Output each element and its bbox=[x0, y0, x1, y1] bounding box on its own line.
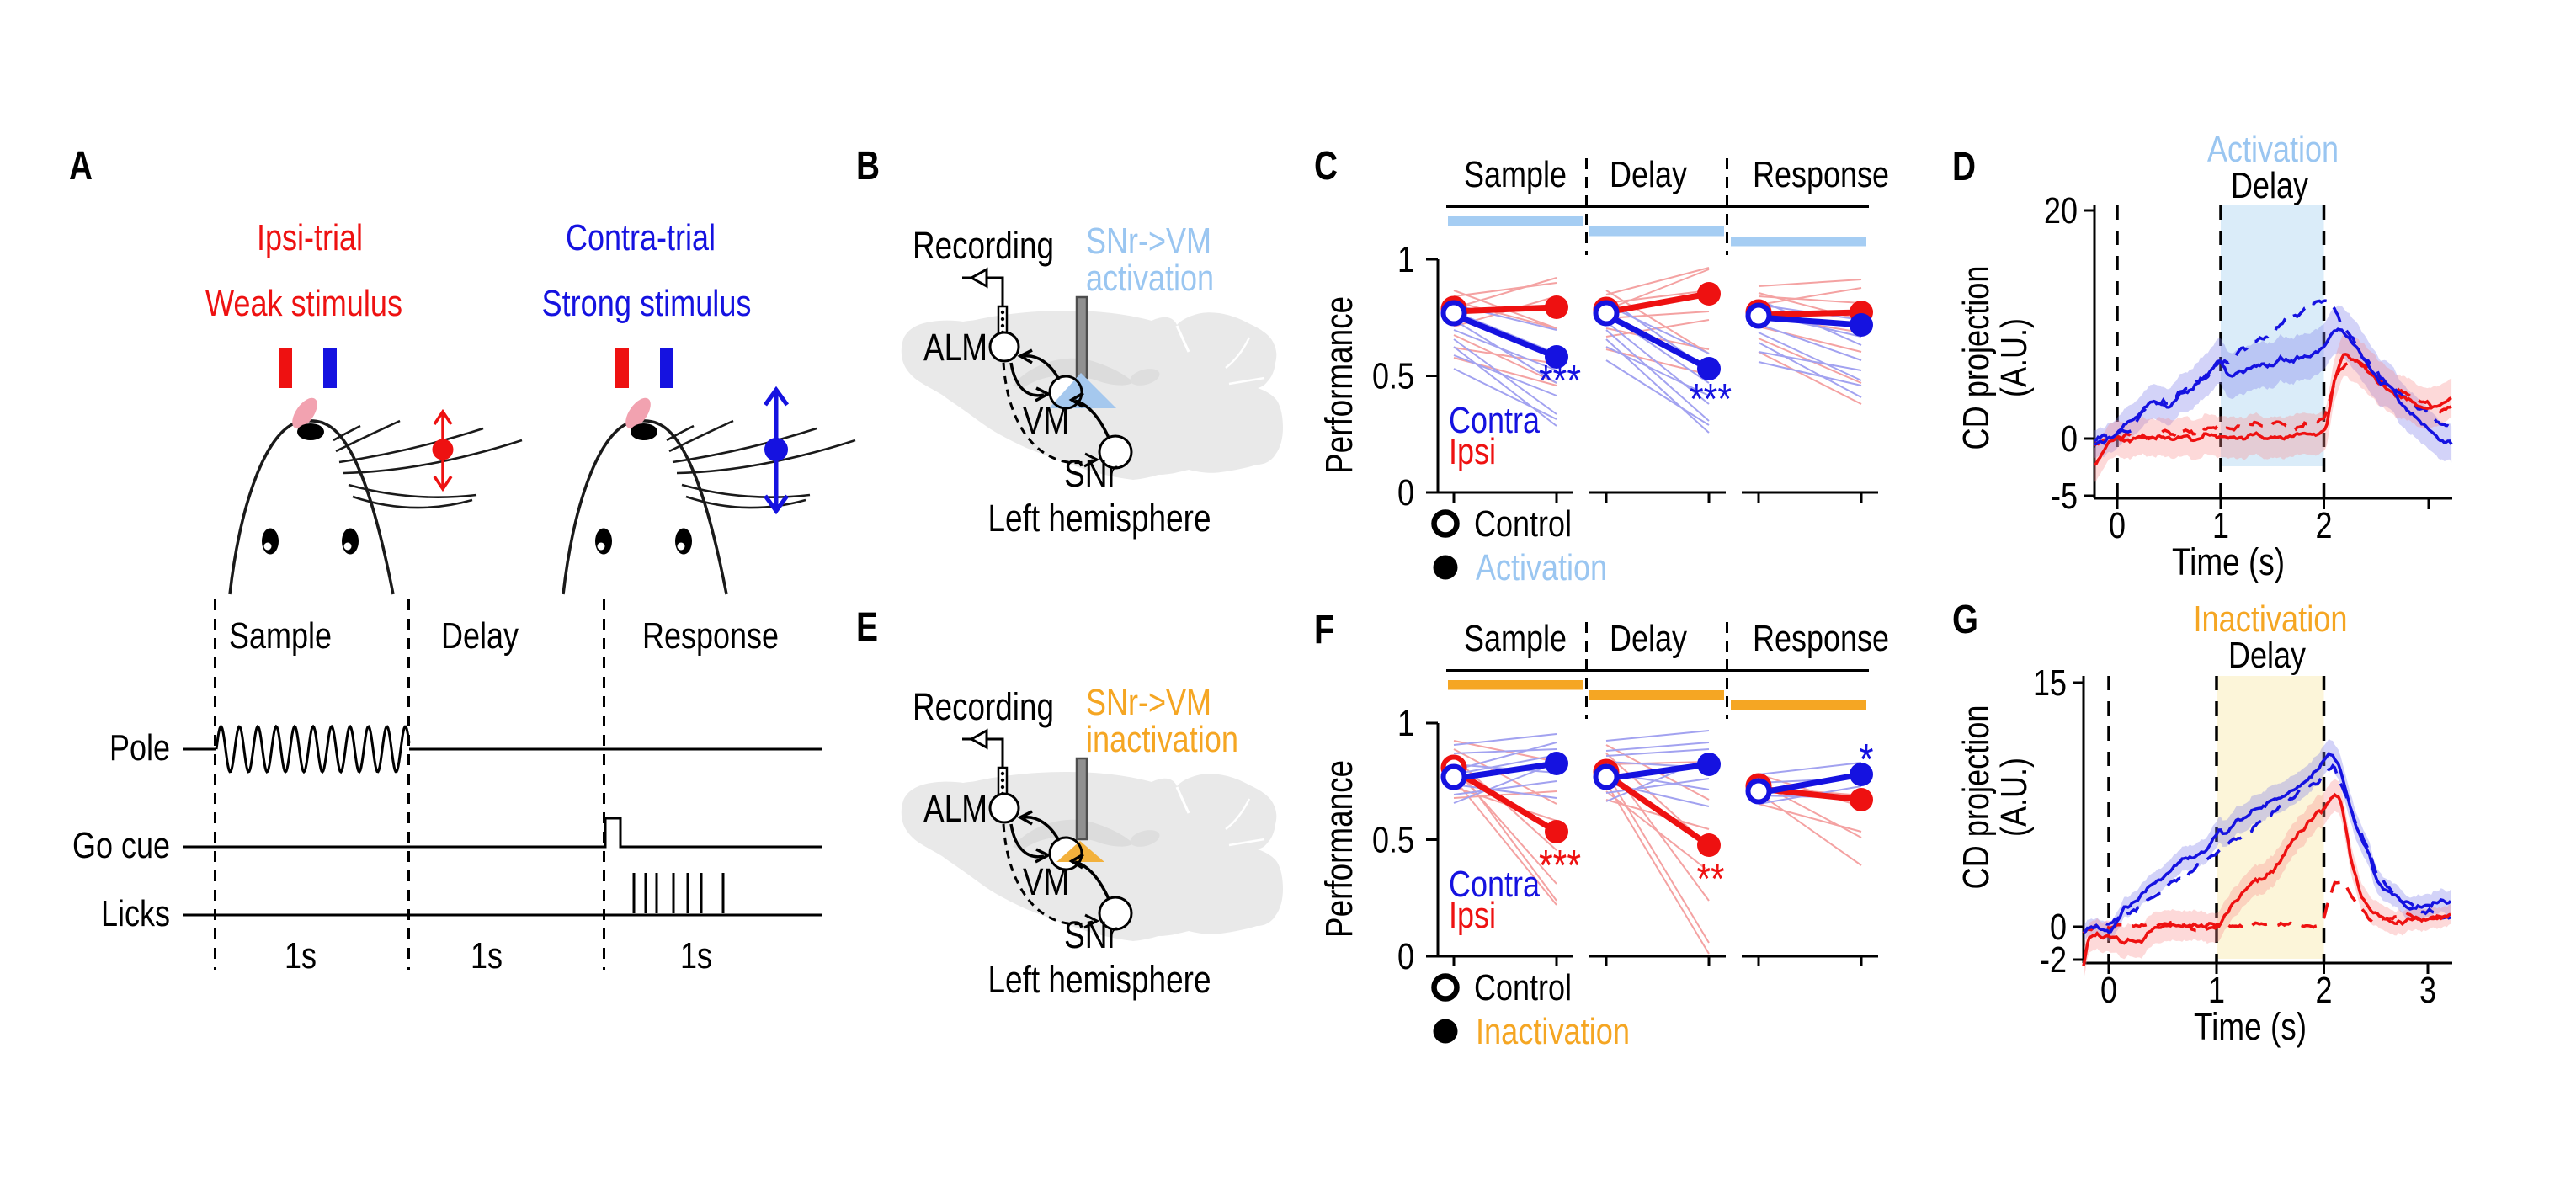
svg-text:B: B bbox=[856, 144, 880, 189]
svg-text:Ipsi: Ipsi bbox=[1449, 431, 1496, 472]
svg-text:1s: 1s bbox=[471, 935, 503, 976]
svg-text:-2: -2 bbox=[2040, 939, 2067, 981]
svg-text:Control: Control bbox=[1474, 967, 1572, 1008]
svg-text:Sample: Sample bbox=[229, 615, 332, 657]
svg-text:1: 1 bbox=[1397, 239, 1414, 280]
svg-text:Pole: Pole bbox=[109, 727, 170, 769]
svg-text:-5: -5 bbox=[2051, 476, 2078, 517]
svg-text:20: 20 bbox=[2044, 190, 2078, 231]
svg-text:0: 0 bbox=[2100, 970, 2117, 1011]
svg-text:0: 0 bbox=[2109, 505, 2126, 546]
svg-text:ALM: ALM bbox=[923, 326, 987, 369]
svg-text:3: 3 bbox=[2419, 970, 2436, 1011]
svg-text:VM: VM bbox=[1023, 399, 1069, 442]
svg-text:Left hemisphere: Left hemisphere bbox=[988, 497, 1211, 540]
svg-text:C: C bbox=[1314, 144, 1338, 189]
svg-text:Control: Control bbox=[1474, 503, 1572, 545]
svg-text:Response: Response bbox=[1753, 618, 1889, 659]
svg-text:*: * bbox=[1860, 736, 1874, 785]
svg-text:Inactivation: Inactivation bbox=[2194, 598, 2348, 640]
svg-text:Activation: Activation bbox=[1476, 547, 1607, 588]
svg-text:(A.U.): (A.U.) bbox=[1993, 318, 2035, 397]
svg-text:Delay: Delay bbox=[1610, 154, 1687, 195]
svg-text:Performance: Performance bbox=[1317, 760, 1360, 938]
svg-text:Delay: Delay bbox=[1610, 618, 1687, 659]
svg-text:Weak stimulus: Weak stimulus bbox=[205, 283, 402, 324]
svg-text:SNr->VM: SNr->VM bbox=[1086, 682, 1211, 723]
svg-text:E: E bbox=[856, 605, 878, 650]
svg-text:SNr: SNr bbox=[1064, 452, 1118, 495]
svg-text:Delay: Delay bbox=[2228, 635, 2306, 676]
svg-text:Activation: Activation bbox=[2207, 129, 2339, 170]
svg-text:A: A bbox=[69, 144, 93, 189]
svg-text:Recording: Recording bbox=[913, 224, 1054, 267]
svg-text:Response: Response bbox=[1753, 154, 1889, 195]
svg-text:Response: Response bbox=[642, 615, 779, 657]
svg-text:Ipsi: Ipsi bbox=[1449, 895, 1496, 936]
svg-text:2: 2 bbox=[2316, 970, 2333, 1011]
svg-text:1: 1 bbox=[1397, 703, 1414, 744]
svg-text:***: *** bbox=[1539, 357, 1581, 406]
svg-text:(A.U.): (A.U.) bbox=[1993, 758, 2035, 837]
svg-text:15: 15 bbox=[2033, 662, 2067, 704]
svg-text:SNr->VM: SNr->VM bbox=[1086, 221, 1211, 262]
svg-text:Inactivation: Inactivation bbox=[1476, 1011, 1630, 1052]
svg-text:Contra: Contra bbox=[1449, 400, 1540, 441]
svg-text:Contra-trial: Contra-trial bbox=[566, 217, 716, 258]
svg-text:Contra: Contra bbox=[1449, 864, 1540, 905]
svg-text:D: D bbox=[1952, 145, 1976, 189]
svg-text:Delay: Delay bbox=[2231, 165, 2308, 206]
svg-text:0: 0 bbox=[2061, 418, 2078, 460]
svg-text:Left hemisphere: Left hemisphere bbox=[988, 958, 1211, 1001]
svg-text:CD projection: CD projection bbox=[1956, 266, 1997, 450]
svg-text:Performance: Performance bbox=[1317, 296, 1360, 474]
svg-text:**: ** bbox=[1697, 855, 1725, 904]
svg-text:F: F bbox=[1314, 608, 1334, 652]
svg-text:Licks: Licks bbox=[101, 893, 170, 934]
svg-text:SNr: SNr bbox=[1064, 913, 1118, 956]
svg-text:Recording: Recording bbox=[913, 685, 1054, 728]
svg-text:Strong stimulus: Strong stimulus bbox=[542, 283, 752, 324]
svg-text:Go cue: Go cue bbox=[72, 825, 170, 866]
svg-text:VM: VM bbox=[1023, 860, 1069, 903]
svg-text:1s: 1s bbox=[285, 935, 317, 976]
svg-text:Sample: Sample bbox=[1464, 154, 1567, 195]
svg-text:1: 1 bbox=[2212, 505, 2229, 546]
svg-text:2: 2 bbox=[2316, 505, 2333, 546]
svg-text:G: G bbox=[1952, 598, 1978, 642]
svg-text:activation: activation bbox=[1086, 258, 1214, 299]
svg-text:1: 1 bbox=[2208, 970, 2225, 1011]
svg-text:Sample: Sample bbox=[1464, 618, 1567, 659]
svg-text:0: 0 bbox=[1397, 936, 1414, 977]
svg-text:***: *** bbox=[1690, 375, 1732, 424]
svg-text:CD projection: CD projection bbox=[1956, 705, 1997, 890]
svg-text:ALM: ALM bbox=[923, 787, 987, 830]
svg-text:0: 0 bbox=[2050, 907, 2067, 948]
svg-text:***: *** bbox=[1539, 842, 1581, 891]
svg-text:Time (s): Time (s) bbox=[2172, 540, 2285, 583]
svg-text:Delay: Delay bbox=[441, 615, 519, 657]
svg-text:inactivation: inactivation bbox=[1086, 719, 1238, 760]
svg-text:0.5: 0.5 bbox=[1372, 356, 1414, 397]
svg-text:0: 0 bbox=[1397, 472, 1414, 513]
svg-text:0.5: 0.5 bbox=[1372, 820, 1414, 861]
svg-text:Ipsi-trial: Ipsi-trial bbox=[257, 217, 363, 258]
svg-text:1s: 1s bbox=[680, 935, 712, 976]
svg-text:Time (s): Time (s) bbox=[2194, 1005, 2307, 1048]
